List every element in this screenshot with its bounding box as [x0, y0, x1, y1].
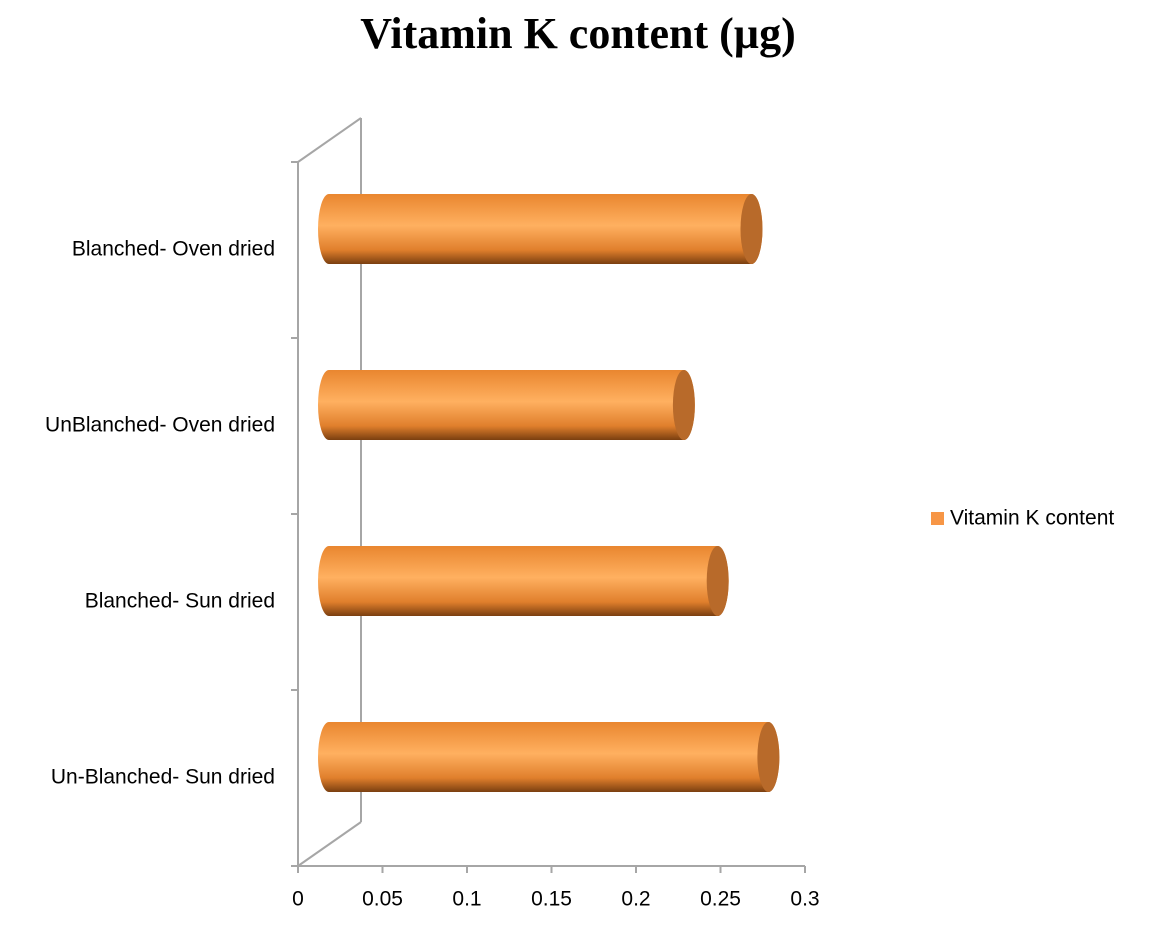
bar [318, 722, 780, 792]
x-tick-label: 0.05 [362, 888, 403, 911]
x-tick-label: 0.1 [452, 888, 481, 911]
y-tick-label: UnBlanched- Oven dried [45, 414, 275, 437]
x-tick-label: 0.2 [621, 888, 650, 911]
y-tick-label: Blanched- Oven dried [72, 238, 275, 261]
x-tick-label: 0.3 [790, 888, 819, 911]
y-tick-label: Un-Blanched- Sun dried [51, 766, 275, 789]
bar-cap [706, 546, 729, 616]
x-tick-label: 0 [292, 888, 304, 911]
bar-cap [740, 194, 763, 264]
bar [318, 546, 729, 616]
bar-cap [672, 370, 695, 440]
chart-title: Vitamin K content (µg) [360, 9, 796, 58]
bar [318, 194, 763, 264]
x-tick-label: 0.15 [531, 888, 572, 911]
legend-swatch [931, 512, 944, 525]
bar [318, 370, 695, 440]
x-tick-label: 0.25 [700, 888, 741, 911]
bar-cap [757, 722, 780, 792]
y-tick-label: Blanched- Sun dried [85, 590, 275, 613]
legend-label: Vitamin K content [950, 507, 1114, 530]
